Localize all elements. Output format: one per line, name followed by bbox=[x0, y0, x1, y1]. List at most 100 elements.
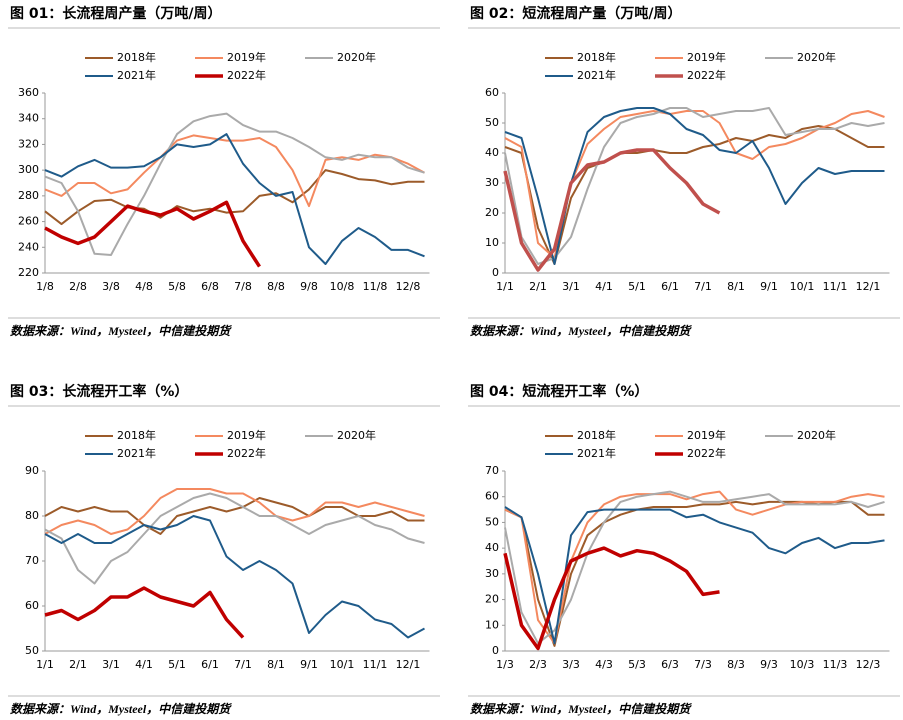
x-tick-label: 12/1 bbox=[856, 280, 881, 293]
y-tick-label: 60 bbox=[25, 599, 39, 612]
series-line bbox=[504, 500, 885, 647]
legend-label: 2021年 bbox=[577, 446, 616, 460]
x-tick-label: 12/3 bbox=[856, 658, 881, 671]
series-line bbox=[504, 490, 885, 645]
x-tick-label: 10/1 bbox=[330, 658, 355, 671]
y-tick-label: 300 bbox=[18, 163, 39, 176]
x-tick-label: 5/3 bbox=[628, 658, 646, 671]
legend-label: 2020年 bbox=[797, 50, 836, 64]
y-tick-label: 30 bbox=[485, 567, 499, 580]
x-tick-label: 11/1 bbox=[823, 280, 848, 293]
x-tick-label: 8/1 bbox=[267, 658, 285, 671]
x-tick-label: 2/1 bbox=[69, 658, 87, 671]
x-tick-label: 9/1 bbox=[760, 280, 778, 293]
chart-panel: 图 04：短流程开工率（%）数据来源：Wind，Mysteel，中信建投期货01… bbox=[468, 383, 900, 716]
x-tick-label: 9/3 bbox=[760, 658, 778, 671]
x-tick-label: 10/1 bbox=[790, 280, 815, 293]
chart-title: 图 04：短流程开工率（%） bbox=[470, 383, 648, 400]
x-tick-label: 4/1 bbox=[135, 658, 153, 671]
legend-label: 2018年 bbox=[117, 50, 156, 64]
series-line bbox=[44, 133, 425, 265]
y-tick-label: 70 bbox=[485, 464, 499, 477]
legend-label: 2021年 bbox=[117, 68, 156, 82]
x-tick-label: 4/3 bbox=[595, 658, 613, 671]
x-tick-label: 5/1 bbox=[168, 658, 186, 671]
series-line bbox=[44, 492, 425, 585]
series-line bbox=[44, 586, 245, 639]
y-tick-label: 340 bbox=[18, 112, 39, 125]
series-line bbox=[503, 546, 720, 651]
x-tick-label: 8/1 bbox=[727, 280, 745, 293]
y-tick-label: 60 bbox=[485, 490, 499, 503]
legend-label: 2021年 bbox=[117, 446, 156, 460]
x-tick-label: 3/8 bbox=[102, 280, 120, 293]
legend-label: 2022年 bbox=[227, 446, 266, 460]
series-line bbox=[44, 169, 425, 226]
x-tick-label: 6/8 bbox=[201, 280, 219, 293]
legend-label: 2020年 bbox=[797, 428, 836, 442]
x-tick-label: 4/1 bbox=[595, 280, 613, 293]
y-tick-label: 50 bbox=[485, 515, 499, 528]
source: 数据来源：Wind，Mysteel，中信建投期货 bbox=[470, 324, 692, 338]
legend-label: 2022年 bbox=[227, 68, 266, 82]
x-tick-label: 10/3 bbox=[790, 658, 815, 671]
y-tick-label: 40 bbox=[485, 541, 499, 554]
y-tick-label: 40 bbox=[485, 146, 499, 159]
x-tick-label: 9/1 bbox=[300, 658, 318, 671]
x-tick-label: 1/8 bbox=[36, 280, 54, 293]
y-tick-label: 90 bbox=[25, 464, 39, 477]
y-tick-label: 30 bbox=[485, 176, 499, 189]
x-tick-label: 9/8 bbox=[300, 280, 318, 293]
chart-panel: 图 03：长流程开工率（%） 数据来源：Wind，Mysteel，中信建投期货 50… bbox=[8, 383, 440, 716]
y-tick-label: 20 bbox=[485, 206, 499, 219]
legend-label: 2022年 bbox=[687, 68, 726, 82]
x-tick-label: 4/8 bbox=[135, 280, 153, 293]
legend-label: 2019年 bbox=[687, 50, 726, 64]
y-tick-label: 0 bbox=[492, 266, 499, 279]
y-tick-label: 240 bbox=[18, 240, 39, 253]
source: 数据来源：Wind，Mysteel，中信建投期货 bbox=[10, 324, 232, 338]
x-tick-label: 5/8 bbox=[168, 280, 186, 293]
y-tick-label: 0 bbox=[492, 644, 499, 657]
y-tick-label: 10 bbox=[485, 236, 499, 249]
y-tick-label: 80 bbox=[25, 509, 39, 522]
y-tick-label: 260 bbox=[18, 215, 39, 228]
y-tick-label: 220 bbox=[18, 266, 39, 279]
x-tick-label: 7/3 bbox=[694, 658, 712, 671]
x-tick-label: 2/3 bbox=[529, 658, 547, 671]
series-line bbox=[44, 497, 425, 535]
y-tick-label: 10 bbox=[485, 618, 499, 631]
x-tick-label: 7/8 bbox=[234, 280, 252, 293]
y-tick-label: 50 bbox=[485, 116, 499, 129]
y-tick-label: 50 bbox=[25, 644, 39, 657]
x-tick-label: 2/8 bbox=[69, 280, 87, 293]
x-tick-label: 10/8 bbox=[330, 280, 355, 293]
y-tick-label: 320 bbox=[18, 137, 39, 150]
legend-label: 2022年 bbox=[687, 446, 726, 460]
series-line bbox=[503, 148, 721, 272]
chart-panel: 图 01：长流程周产量（万吨/周） 数据来源：Wind，Mysteel，中信建投期… bbox=[8, 5, 440, 338]
legend-label: 2019年 bbox=[227, 50, 266, 64]
series-line bbox=[504, 107, 885, 265]
series-line bbox=[504, 125, 885, 265]
series-line bbox=[504, 490, 885, 645]
y-tick-label: 70 bbox=[25, 554, 39, 567]
x-tick-label: 8/3 bbox=[727, 658, 745, 671]
x-tick-label: 12/1 bbox=[396, 658, 421, 671]
x-tick-label: 6/3 bbox=[661, 658, 679, 671]
legend-label: 2020年 bbox=[337, 428, 376, 442]
series-line bbox=[44, 515, 425, 639]
y-tick-label: 280 bbox=[18, 189, 39, 202]
y-tick-label: 360 bbox=[18, 86, 39, 99]
x-tick-label: 6/1 bbox=[201, 658, 219, 671]
legend-label: 2019年 bbox=[227, 428, 266, 442]
legend-label: 2021年 bbox=[577, 68, 616, 82]
x-tick-label: 8/8 bbox=[267, 280, 285, 293]
chart-title: 图 02：短流程周产量（万吨/周） bbox=[470, 5, 681, 22]
series-line bbox=[44, 112, 425, 256]
x-tick-label: 12/8 bbox=[396, 280, 421, 293]
x-tick-label: 11/8 bbox=[363, 280, 388, 293]
y-tick-label: 60 bbox=[485, 86, 499, 99]
x-tick-label: 3/3 bbox=[562, 658, 580, 671]
